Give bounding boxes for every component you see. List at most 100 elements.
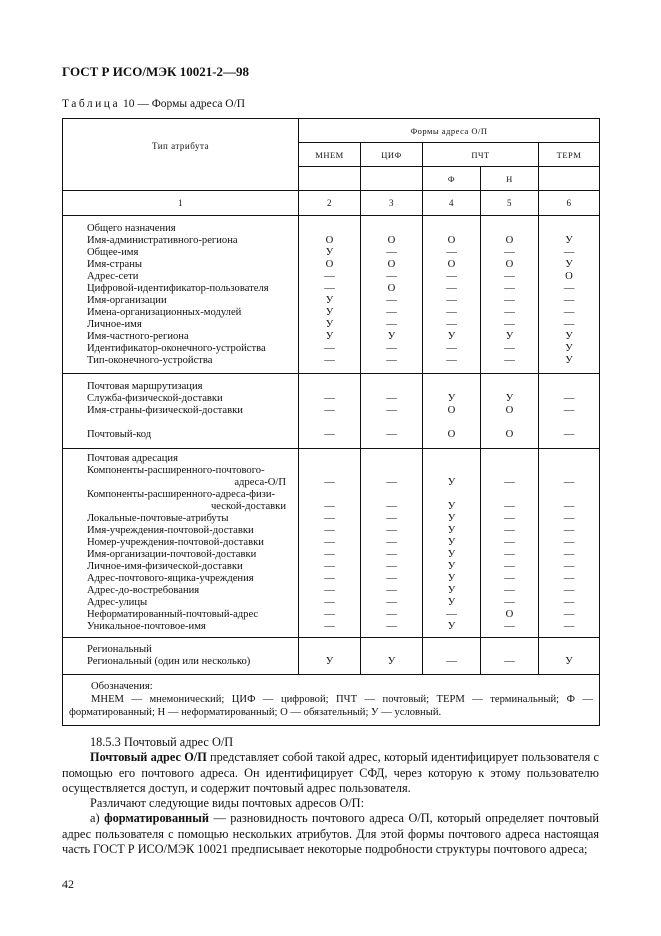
attribute-label: Имена-организационных-модулей: [87, 307, 242, 318]
cell-value: У: [447, 513, 456, 524]
spacer: [481, 381, 538, 393]
cell-value: —: [563, 585, 575, 596]
cell-value: У: [447, 331, 456, 342]
attribute-label: Адрес-улицы: [87, 597, 148, 608]
cell-value: —: [324, 343, 335, 354]
cell-value: —: [504, 247, 515, 258]
spacer: [299, 453, 360, 465]
cell-value: У: [447, 549, 456, 560]
spacer: [423, 465, 480, 477]
spacer: [539, 489, 599, 501]
attribute-label: Почтовый-код: [87, 429, 152, 440]
cell-value: У: [447, 393, 456, 404]
cell-value: —: [504, 271, 515, 282]
term-postal-address: Почтовый адрес О/П: [90, 750, 207, 765]
value-column: У — У О — — — — У У У: [538, 215, 600, 374]
attribute-label: Личное-имя: [87, 319, 142, 330]
cell-value: —: [386, 393, 397, 404]
spacer: [539, 453, 599, 465]
header-address-forms: Формы адреса О/П: [298, 118, 600, 143]
cell-value: О: [387, 235, 396, 246]
attribute-label: Адрес-почтового-ящика-учреждения: [87, 573, 254, 584]
attribute-label: Неформатированный-почтовый-адрес: [87, 609, 259, 620]
table-group: Общего назначения Имя-административного-р…: [62, 215, 600, 374]
spacer: [361, 644, 422, 656]
cell-value: —: [504, 355, 515, 366]
cell-value: —: [446, 319, 457, 330]
cell-value: О: [505, 235, 514, 246]
header-term: ТЕРМ: [538, 142, 600, 167]
cell-value: У: [447, 597, 456, 608]
cell-value: —: [386, 513, 397, 524]
paragraph-1-text: представляет собой такой адрес, который …: [62, 750, 599, 795]
cell-value: О: [447, 259, 456, 270]
value-column: О — О — — — — — У — —: [422, 215, 481, 374]
cell-value: У: [387, 331, 396, 342]
cell-value: —: [563, 597, 575, 608]
cell-value: —: [386, 597, 397, 608]
value-column: У У У У У У У У У У — У: [422, 448, 481, 638]
cell-value: —: [563, 561, 575, 572]
cell-value: —: [386, 247, 397, 258]
spacer: [299, 489, 360, 501]
empty-cell: [298, 166, 361, 191]
spacer: [481, 465, 538, 477]
group-title: Общего назначения: [87, 223, 176, 234]
cell-value: У: [565, 656, 573, 667]
cell-value: О: [565, 271, 573, 282]
cell-value: У: [565, 355, 573, 366]
cell-value: —: [563, 477, 575, 488]
attribute-label-cont: ческой-доставки: [63, 501, 298, 513]
header-cif: ЦИФ: [360, 142, 423, 167]
page-content: Таблица 10 — Формы адреса О/П Тип атрибу…: [62, 97, 600, 892]
cell-value: У: [505, 331, 514, 342]
cell-value: У: [565, 343, 573, 354]
attribute-label: Личное-имя-физической-доставки: [87, 561, 243, 572]
header-f: Ф: [422, 166, 481, 191]
cell-value: У: [387, 656, 396, 667]
cell-value: —: [504, 307, 515, 318]
attribute-label-continuation: адреса-О/П: [234, 477, 286, 488]
spacer: [299, 223, 360, 235]
attribute-label: Идентификатор-оконечного-устройства: [87, 343, 266, 354]
cell-value: —: [563, 319, 575, 330]
table-group: Почтовая адресация Компоненты-расширенног…: [62, 448, 600, 638]
cell-value: —: [504, 501, 515, 512]
paragraph-3-text: — разновидность почтового адреса О/П, ко…: [62, 811, 599, 857]
paragraph-1: Почтовый адрес О/П представляет собой та…: [62, 750, 599, 796]
cell-value: —: [386, 585, 397, 596]
cell-value: О: [447, 405, 456, 416]
attribute-column: Региональный Региональный (один или неско…: [62, 637, 299, 675]
spacer: [361, 453, 422, 465]
cell-value: —: [324, 271, 335, 282]
spacer: [299, 644, 360, 656]
cell-value: —: [386, 319, 397, 330]
document-header: ГОСТ Р ИСО/МЭК 10021-2—98: [62, 64, 250, 79]
cell-value: —: [324, 355, 335, 366]
body-text: 18.5.3 Почтовый адрес О/П Почтовый адрес…: [62, 735, 599, 857]
column-number: 2: [298, 190, 361, 216]
notes-text: МНЕМ — мнемонический; ЦИФ — цифровой; ПЧ…: [69, 694, 593, 718]
attribute-label: Имя-страны-физической-доставки: [87, 405, 243, 416]
attribute-label: Уникальное-почтовое-имя: [87, 621, 206, 632]
cell-value: О: [387, 259, 396, 270]
attribute-label: Имя-организации-почтовой-доставки: [87, 549, 257, 560]
attribute-label: Локальные-почтовые-атрибуты: [87, 513, 229, 524]
value-column: — — — — — — — — — — О —: [480, 448, 539, 638]
caption-prefix: Таблица: [62, 98, 121, 110]
cell-value: —: [504, 621, 515, 632]
header-n: Н: [480, 166, 539, 191]
attribute-label: Цифровой-идентификатор-пользователя: [87, 283, 269, 294]
notes-title: Обозначения:: [91, 681, 153, 692]
group-title: Региональный: [87, 644, 152, 655]
column-number: 3: [360, 190, 423, 216]
cell-value: —: [446, 609, 457, 620]
cell-value: —: [324, 429, 335, 440]
cell-value: У: [325, 307, 334, 318]
cell-value: —: [324, 597, 335, 608]
cell-value: —: [563, 405, 575, 416]
header-pcht: ПЧТ: [422, 142, 539, 167]
cell-value: —: [504, 513, 515, 524]
cell-value: —: [324, 405, 335, 416]
cell-value: —: [324, 513, 335, 524]
